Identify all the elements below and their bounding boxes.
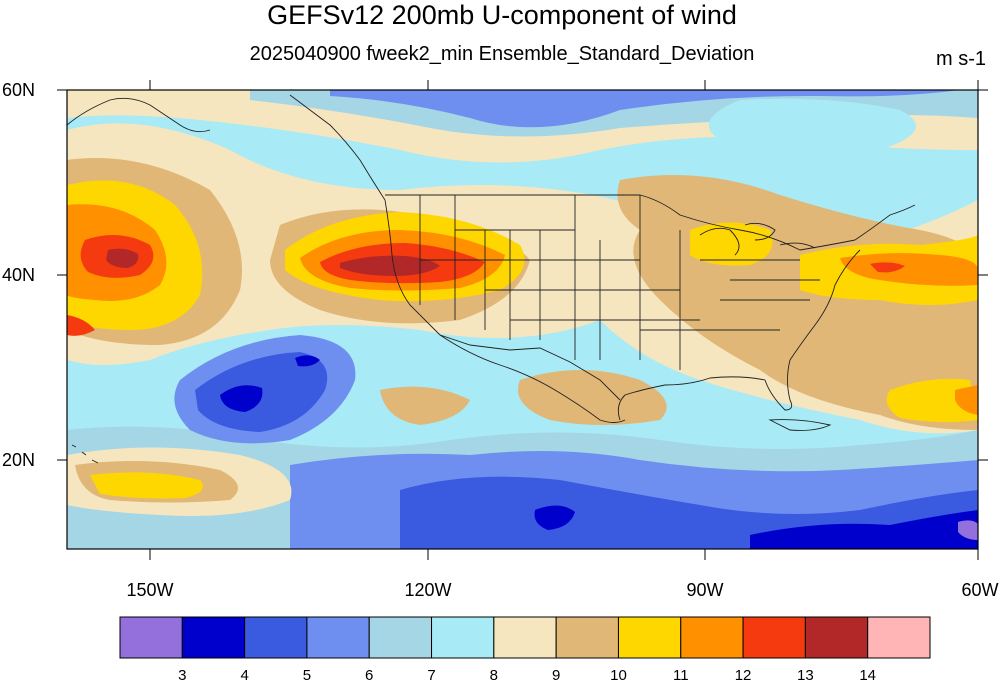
lon-label-150w: 150W [126, 580, 174, 600]
contour-great-lakes-yellow [690, 222, 773, 266]
colorbar-swatch [867, 616, 931, 659]
colorbar [119, 616, 931, 659]
contour-south-purple [958, 520, 978, 540]
contour-south-navy-small [534, 505, 575, 530]
coastline-mexico [439, 334, 626, 423]
contour-gulf-brown [380, 386, 470, 425]
contour-east-orange-south [955, 385, 978, 415]
colorbar-label: 9 [551, 667, 561, 684]
colorbar-swatch [244, 616, 308, 659]
lat-label-60n: 60N [2, 80, 36, 100]
contour-field [67, 90, 978, 549]
colorbar-label: 13 [797, 667, 814, 684]
colorbar-swatch [680, 616, 744, 659]
map-title: GEFSv12 200mb U-component of wind [267, 0, 737, 30]
contour-jet-darkred [340, 255, 440, 276]
coastline-canada-west [289, 94, 386, 201]
contour-west-darkred [106, 248, 139, 268]
contour-east-orange [840, 253, 978, 286]
colorbar-label: 8 [489, 667, 499, 684]
contour-pacific-navy-small [295, 355, 320, 367]
us-canada-border [385, 194, 856, 251]
colorbar-label: 14 [859, 667, 877, 684]
coastline-us-west [384, 199, 441, 336]
coastline-us-east [764, 204, 916, 411]
units-label: m s-1 [936, 48, 986, 70]
colorbar-swatch [119, 616, 183, 659]
lon-label-120w: 120W [404, 580, 452, 600]
contour-hawaii-yellow [90, 472, 203, 499]
map-ticks [57, 80, 988, 560]
contour-east-red [870, 262, 905, 273]
colorbar-swatch [555, 616, 619, 659]
contour-west-red-small [67, 315, 95, 336]
lon-label-60w: 60W [961, 580, 999, 600]
map-subtitle: 2025040900 fweek2_min Ensemble_Standard_… [249, 43, 755, 65]
colorbar-label: 3 [178, 667, 187, 684]
map-frame [66, 89, 979, 550]
contour-pacific-navy [220, 385, 263, 412]
colorbar-label: 12 [734, 667, 752, 684]
contour-north-midblue [330, 90, 960, 128]
colorbar-label: 7 [427, 667, 436, 684]
contour-north-cyan [708, 98, 916, 154]
colorbar-swatch [431, 616, 495, 659]
colorbar-label: 10 [610, 667, 627, 684]
lat-label-40n: 40N [2, 265, 36, 285]
great-lakes [699, 222, 816, 256]
contour-south-navy [750, 510, 978, 549]
colorbar-swatch [617, 616, 682, 659]
colorbar-label: 4 [240, 667, 249, 684]
colorbar-label: 6 [365, 667, 374, 684]
colorbar-swatch [493, 616, 557, 659]
coastline-alaska [67, 97, 211, 133]
colorbar-label: 11 [672, 667, 689, 684]
colorbar-label: 5 [302, 667, 312, 684]
lat-label-20n: 20N [2, 450, 36, 470]
colorbar-swatch [742, 616, 806, 659]
colorbar-swatch [804, 616, 869, 659]
hawaii-islands [71, 444, 99, 464]
state-lines [419, 195, 820, 370]
us-mexico-border [439, 334, 621, 401]
cuba-island [768, 419, 832, 431]
geography-lines [67, 94, 916, 464]
colorbar-swatch [181, 616, 246, 659]
colorbar-swatch [306, 616, 370, 659]
contour-mexico-brown [518, 370, 667, 425]
lon-label-90w: 90W [686, 580, 724, 600]
colorbar-swatch [368, 616, 433, 659]
contour-east-yellow-south [886, 378, 978, 423]
coastline-gulf [617, 376, 766, 421]
